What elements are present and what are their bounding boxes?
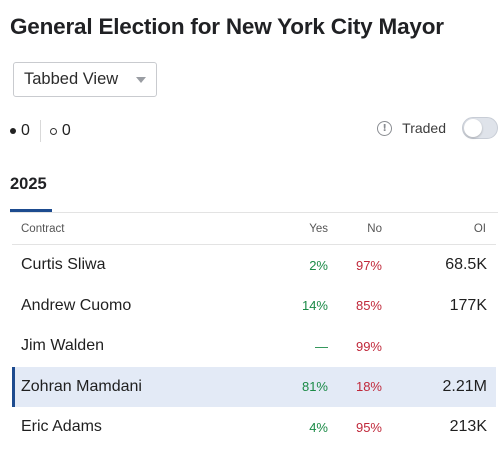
yes-price[interactable]: 2% <box>309 257 328 273</box>
open-interest: 177K <box>449 296 487 314</box>
hollow-counter[interactable]: 0 <box>49 122 71 140</box>
toggle-knob <box>464 119 482 137</box>
table-row[interactable]: Zohran Mamdani 81% 18% 2.21M <box>12 366 496 407</box>
hollow-counter-value: 0 <box>61 122 71 139</box>
counter-divider <box>39 120 41 142</box>
contracts-table: Contract Yes No OI Curtis Sliwa 2% 97% 6… <box>12 214 496 448</box>
filled-dot-icon <box>10 128 16 134</box>
no-price[interactable]: 95% <box>355 419 382 435</box>
no-price[interactable]: 97% <box>355 257 382 273</box>
header-oi: OI <box>473 223 486 235</box>
view-mode-dropdown[interactable]: Tabbed View <box>13 62 157 97</box>
header-contract: Contract <box>21 223 65 235</box>
open-interest: 2.21M <box>442 377 487 395</box>
table-header: Contract Yes No OI <box>12 214 496 245</box>
traded-toggle[interactable] <box>462 117 498 139</box>
yes-price[interactable]: 81% <box>301 379 328 395</box>
view-mode-selected: Tabbed View <box>24 70 119 88</box>
header-yes: Yes <box>309 223 328 235</box>
no-price[interactable]: 85% <box>355 298 382 314</box>
page-title: General Election for New York City Mayor <box>10 14 444 39</box>
traded-label: Traded <box>402 120 446 136</box>
yes-price[interactable]: 4% <box>309 419 328 435</box>
yes-price[interactable]: — <box>315 338 328 354</box>
filled-counter[interactable]: 0 <box>10 122 30 140</box>
contract-name: Jim Walden <box>21 337 104 355</box>
tabs-divider <box>10 212 498 213</box>
table-row[interactable]: Andrew Cuomo 14% 85% 177K <box>12 286 496 327</box>
header-no: No <box>367 223 382 235</box>
hollow-dot-icon <box>49 127 57 135</box>
counter-group: 0 0 <box>10 120 71 142</box>
contract-name: Eric Adams <box>21 418 102 436</box>
table-row[interactable]: Jim Walden — 99% <box>12 326 496 367</box>
yes-price[interactable]: 14% <box>301 298 328 314</box>
table-row[interactable]: Eric Adams 4% 95% 213K <box>12 407 496 448</box>
tab-2025[interactable]: 2025 <box>10 175 47 193</box>
info-icon[interactable]: ! <box>377 120 393 136</box>
no-price[interactable]: 18% <box>355 379 382 395</box>
no-price[interactable]: 99% <box>355 338 382 354</box>
filled-counter-value: 0 <box>21 122 30 139</box>
traded-filter: ! Traded <box>377 117 498 139</box>
table-row[interactable]: Curtis Sliwa 2% 97% 68.5K <box>12 245 496 286</box>
contract-name: Zohran Mamdani <box>21 377 142 395</box>
open-interest: 213K <box>449 418 487 436</box>
open-interest: 68.5K <box>445 256 487 274</box>
chevron-down-icon <box>136 77 146 83</box>
contract-name: Andrew Cuomo <box>21 296 132 314</box>
contract-name: Curtis Sliwa <box>21 256 106 274</box>
active-tab-indicator <box>10 209 52 212</box>
